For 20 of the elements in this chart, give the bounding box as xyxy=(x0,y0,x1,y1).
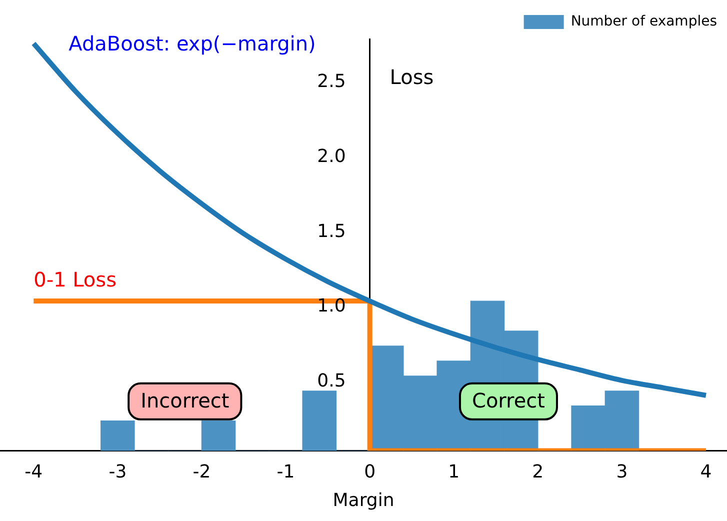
annotation: Correct xyxy=(472,388,546,413)
x-tick-label: 4 xyxy=(700,461,712,482)
x-tick-label: -3 xyxy=(108,461,127,482)
annotation: Incorrect xyxy=(140,388,230,413)
series-label: 0-1 Loss xyxy=(34,267,117,292)
x-tick-label: -2 xyxy=(192,461,211,482)
y-axis-title: Loss xyxy=(390,65,434,90)
y-tick-label: 0.5 xyxy=(317,370,346,392)
x-tick-label: 1 xyxy=(448,461,460,482)
series-label: AdaBoost: exp(−margin) xyxy=(68,32,316,56)
y-tick-label: 2.0 xyxy=(317,146,346,167)
x-tick-label: 2 xyxy=(532,461,544,482)
x-tick-label: -4 xyxy=(24,461,43,482)
y-tick-label: 1.5 xyxy=(317,220,346,242)
legend-label: Number of examples xyxy=(570,14,717,30)
x-axis-title: Margin xyxy=(332,490,394,511)
x-tick-label: -1 xyxy=(276,461,295,482)
x-tick-label: 3 xyxy=(616,461,628,482)
y-tick-label: 2.5 xyxy=(317,71,346,92)
x-tick-label: 0 xyxy=(364,461,376,482)
